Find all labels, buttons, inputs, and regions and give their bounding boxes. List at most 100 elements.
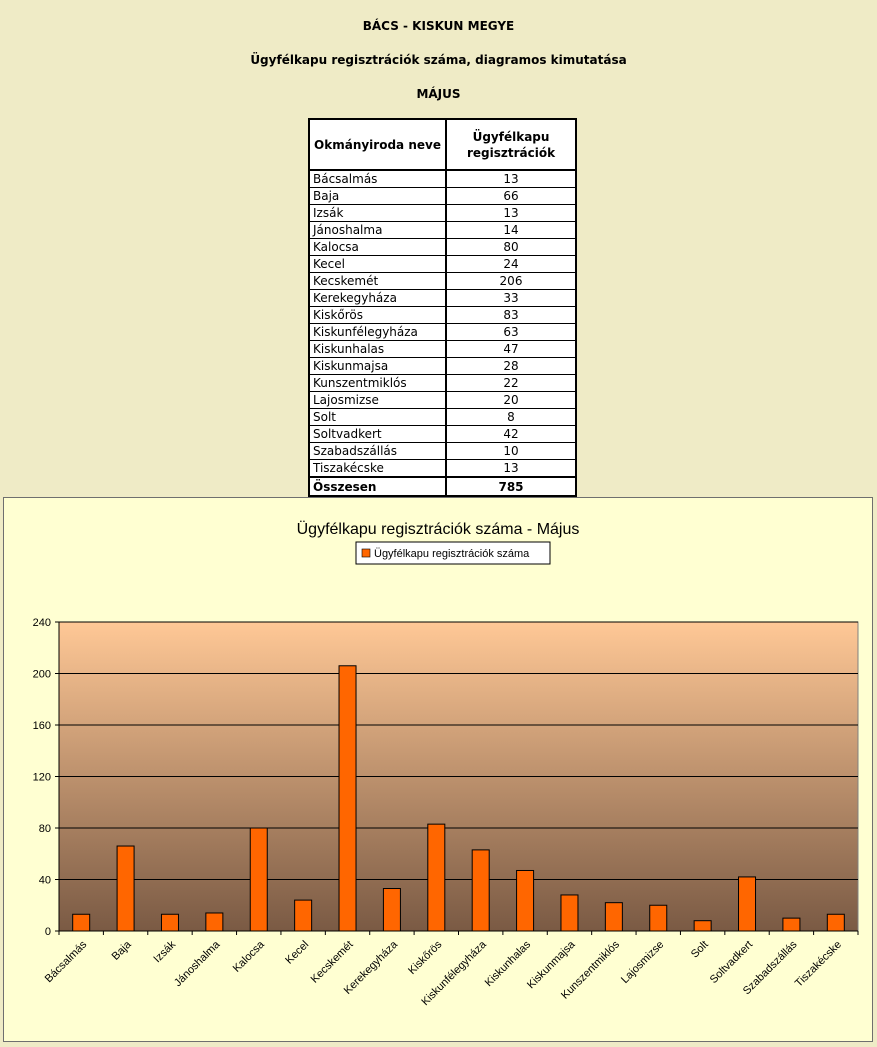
registration-count-cell: 28: [445, 357, 577, 375]
office-name-cell: Kiskunfélegyháza: [308, 323, 447, 341]
registration-count-cell: 33: [445, 289, 577, 307]
bar: [160, 913, 179, 932]
registration-count-cell: 24: [445, 255, 577, 273]
y-tick-label: 80: [39, 823, 51, 835]
total-value: 785: [445, 476, 577, 497]
office-name-cell: Szabadszállás: [308, 442, 447, 460]
legend-label: Ügyfélkapu regisztrációk száma: [374, 548, 530, 560]
legend-box: [355, 541, 551, 565]
chart-legend: Ügyfélkapu regisztrációk száma: [355, 541, 551, 565]
y-tick-label: 120: [33, 772, 51, 784]
registration-count-cell: 14: [445, 221, 577, 239]
registration-count-cell: 83: [445, 306, 577, 324]
registration-count-cell: 47: [445, 340, 577, 358]
legend-swatch: [361, 548, 371, 558]
y-tick-label: 240: [33, 617, 51, 629]
office-name-cell: Kecel: [308, 255, 447, 273]
bar: [738, 876, 757, 932]
office-name-cell: Kecskemét: [308, 272, 447, 290]
office-name-cell: Baja: [308, 187, 447, 205]
office-name-cell: Tiszakécske: [308, 459, 447, 478]
bar: [72, 913, 91, 932]
x-tick-label: Baja: [110, 938, 135, 963]
table-row: Kiskunmajsa 28: [308, 357, 577, 375]
table-row: Jánoshalma 14: [308, 221, 577, 239]
y-tick-label: 0: [45, 926, 51, 938]
bar-chart: Ügyfélkapu regisztrációk száma - Május Ü…: [33, 520, 859, 1008]
plot-area: 0 40 80 120 160 200 240 Bácsalmás Baja IzsákJános…: [33, 617, 859, 1008]
report-subtitle: Ügyfélkapu regisztrációk száma, diagramo…: [250, 53, 627, 67]
x-tick-label: Bácsalmás: [43, 938, 90, 985]
office-name-cell: Soltvadkert: [308, 425, 447, 443]
bar: [471, 849, 490, 932]
office-name-cell: Solt: [308, 408, 447, 426]
bar: [294, 899, 313, 932]
table-row: Tiszakécske 13: [308, 459, 577, 478]
chart-title: Ügyfélkapu regisztrációk száma - Május: [297, 520, 580, 538]
x-tick-label: Izsák: [151, 938, 178, 965]
registration-count-cell: 20: [445, 391, 577, 409]
x-tick-label: Kalocsa: [231, 938, 268, 975]
bar: [338, 665, 357, 932]
registration-count-cell: 13: [445, 169, 577, 188]
registration-count-cell: 206: [445, 272, 577, 290]
x-tick-label: Tiszakécske: [793, 939, 844, 990]
column-header-office: Okmányiroda neve: [308, 118, 447, 171]
bar: [516, 869, 535, 932]
table-row: Solt 8: [308, 408, 577, 426]
x-tick-label: Kecskemét: [309, 939, 356, 986]
x-tick-label: Kiskőrös: [406, 938, 445, 977]
office-name-cell: Kiskunmajsa: [308, 357, 447, 375]
bar: [427, 823, 446, 932]
table-body: Bácsalmás 13 Baja 66 Izsák 13 Jánoshalma 14 Kalo…: [308, 169, 577, 478]
report-header-section: BÁCS - KISKUN MEGYE Ügyfélkapu regisztrá…: [0, 0, 877, 497]
bar: [604, 902, 623, 932]
table-row: Izsák 13: [308, 204, 577, 222]
registration-count-cell: 13: [445, 459, 577, 478]
registration-count-cell: 22: [445, 374, 577, 392]
y-tick-label: 200: [33, 669, 51, 681]
x-tick-label: Jánoshalma: [172, 938, 223, 989]
office-name-cell: Jánoshalma: [308, 221, 447, 239]
table-row: Baja 66: [308, 187, 577, 205]
x-tick-label: Kecel: [283, 939, 311, 967]
column-header-registrations: Ügyfélkapu regisztrációk: [445, 118, 577, 171]
table-row: Kecskemét 206: [308, 272, 577, 290]
bar: [205, 912, 224, 932]
bar: [382, 888, 401, 932]
table-row: Soltvadkert 42: [308, 425, 577, 443]
table-row: Kiskőrös 83: [308, 306, 577, 324]
table-row: Kecel 24: [308, 255, 577, 273]
office-name-cell: Lajosmizse: [308, 391, 447, 409]
table-row: Bácsalmás 13: [308, 169, 577, 188]
month-heading: MÁJUS: [416, 87, 461, 101]
table-total-row: Összesen 785: [308, 476, 577, 497]
y-tick-label: 160: [33, 720, 51, 732]
y-tick-label: 40: [39, 875, 51, 887]
office-name-cell: Kerekegyháza: [308, 289, 447, 307]
registration-count-cell: 10: [445, 442, 577, 460]
table-row: Kiskunhalas 47: [308, 340, 577, 358]
bar: [249, 827, 268, 932]
table-row: Kiskunfélegyháza 63: [308, 323, 577, 341]
office-name-cell: Kiskőrös: [308, 306, 447, 324]
bar: [826, 913, 845, 932]
office-name-cell: Izsák: [308, 204, 447, 222]
table-row: Kalocsa 80: [308, 238, 577, 256]
registration-count-cell: 42: [445, 425, 577, 443]
registration-count-cell: 63: [445, 323, 577, 341]
bar: [649, 904, 668, 932]
registration-count-cell: 13: [445, 204, 577, 222]
table-row: Lajosmizse 20: [308, 391, 577, 409]
table-row: Szabadszállás 10: [308, 442, 577, 460]
bar: [116, 845, 135, 932]
table-row: Kunszentmiklós 22: [308, 374, 577, 392]
table-header-row: Okmányiroda neve Ügyfélkapu regisztráció…: [308, 118, 577, 171]
table-row: Kerekegyháza 33: [308, 289, 577, 307]
bar: [693, 920, 712, 932]
x-tick-label: Lajosmizse: [619, 939, 666, 986]
x-tick-label: Solt: [689, 939, 711, 961]
bar: [782, 917, 801, 932]
office-name-cell: Kalocsa: [308, 238, 447, 256]
x-tick-label: Soltvadkert: [708, 939, 755, 986]
